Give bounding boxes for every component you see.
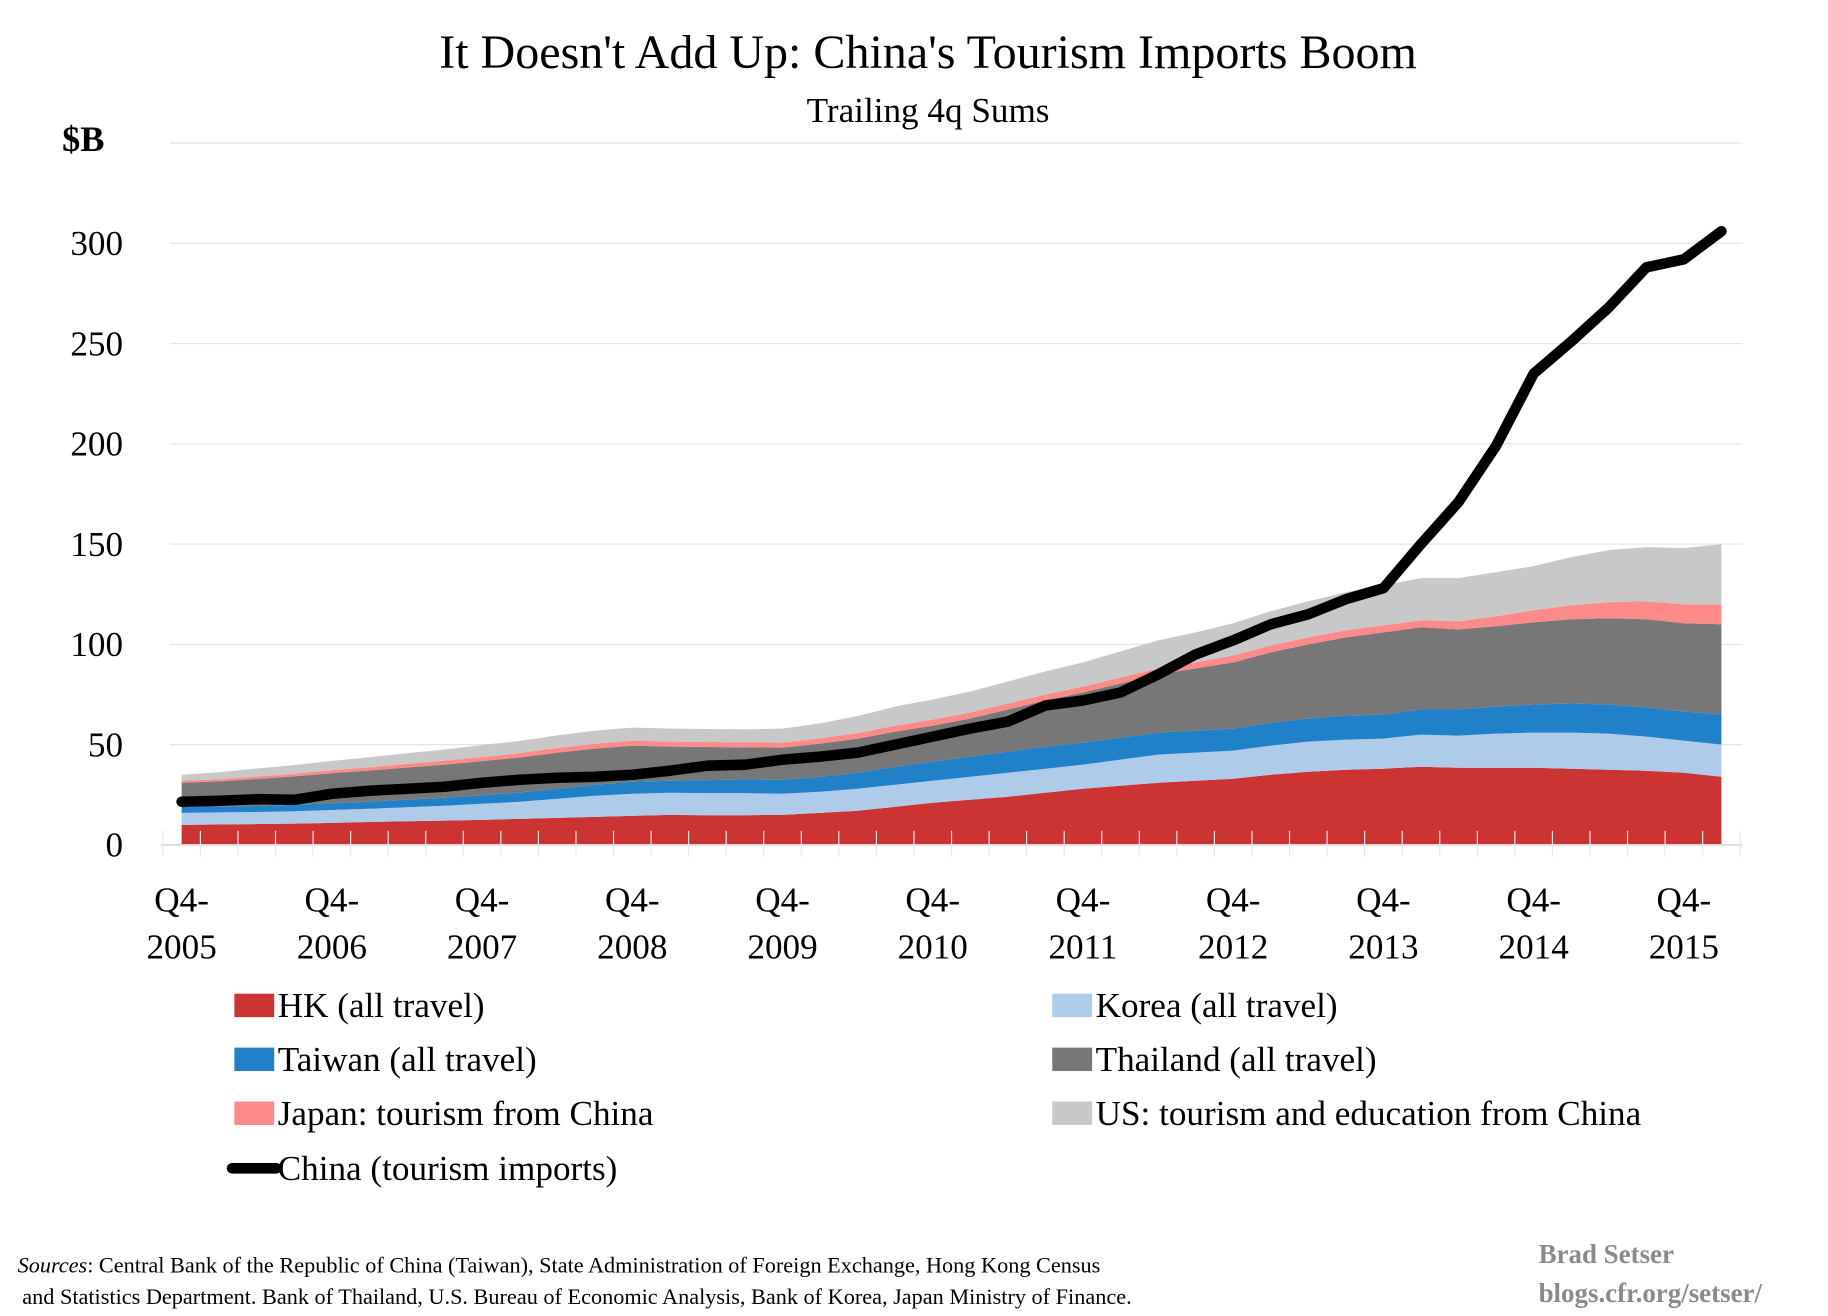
x-tick-label-quarter: Q4-	[755, 881, 810, 920]
author-credit: Brad Setser	[1539, 1239, 1674, 1269]
y-tick-label: 0	[105, 826, 123, 865]
y-tick-label: 50	[88, 725, 123, 764]
sources-line-1: Sources: Central Bank of the Republic of…	[18, 1253, 1101, 1278]
legend-label-japan: Japan: tourism from China	[278, 1094, 654, 1133]
x-tick-label-year: 2005	[146, 928, 216, 967]
legend-label-thailand: Thailand (all travel)	[1096, 1040, 1377, 1079]
x-tick-label-year: 2008	[597, 928, 667, 967]
y-tick-label: 200	[70, 425, 123, 464]
line-china-tourism-imports	[176, 225, 1727, 808]
y-tick-label: 250	[70, 324, 123, 363]
chart-title: It Doesn't Add Up: China's Tourism Impor…	[439, 26, 1417, 79]
stacked-areas	[181, 544, 1722, 845]
x-tick-label-quarter: Q4-	[1356, 881, 1411, 920]
legend-swatch-taiwan	[234, 1047, 275, 1072]
site-credit: blogs.cfr.org/setser/	[1539, 1278, 1763, 1308]
legend-label-china: China (tourism imports)	[278, 1149, 618, 1188]
gridlines	[169, 142, 1743, 746]
x-tick-label-quarter: Q4-	[1206, 881, 1261, 920]
legend-label-hk: HK (all travel)	[278, 986, 485, 1025]
x-tick-label-quarter: Q4-	[905, 881, 960, 920]
y-axis-tick-labels: 0 50 100 150 200 250 300	[70, 224, 123, 865]
x-tick-label-year: 2013	[1348, 928, 1418, 967]
legend-swatch-japan	[234, 1101, 275, 1125]
area-japan	[181, 601, 1722, 783]
x-axis-tick-labels: Q4- 2005 Q4- 2006 Q4- 2007 Q4- 2008 Q4- 2009 Q4- 20…	[146, 881, 1719, 967]
chart-subtitle: Trailing 4q Sums	[807, 91, 1050, 130]
y-axis-label: $B	[62, 119, 104, 159]
x-tick-label-year: 2015	[1649, 928, 1719, 967]
x-tick-label-quarter: Q4-	[305, 881, 360, 920]
legend-label-korea: Korea (all travel)	[1096, 986, 1338, 1025]
y-tick-label: 300	[70, 224, 123, 263]
x-tick-label-quarter: Q4-	[455, 881, 510, 920]
legend-label-taiwan: Taiwan (all travel)	[278, 1040, 537, 1079]
x-tick-label-year: 2011	[1048, 928, 1117, 967]
x-tick-label-quarter: Q4-	[1506, 881, 1561, 920]
area-thailand	[181, 618, 1722, 807]
x-tick-label-quarter: Q4-	[1056, 881, 1111, 920]
sources-text-1: : Central Bank of the Republic of China …	[87, 1253, 1100, 1278]
x-tick-label-year: 2009	[747, 928, 817, 967]
x-tick-label-year: 2007	[447, 928, 517, 967]
area-taiwan	[181, 703, 1722, 813]
y-tick-label: 100	[70, 625, 123, 664]
legend-swatch-korea	[1052, 993, 1093, 1018]
x-tick-label-quarter: Q4-	[605, 881, 660, 920]
x-axis-ticks	[160, 830, 1743, 857]
area-korea	[181, 732, 1722, 825]
x-tick-label-year: 2012	[1198, 928, 1268, 967]
sources-label: Sources	[18, 1253, 88, 1278]
legend-swatch-hk	[234, 993, 275, 1018]
legend-swatch-thailand	[1052, 1047, 1093, 1072]
x-tick-label-quarter: Q4-	[1657, 881, 1712, 920]
area-hk	[181, 766, 1722, 845]
china-line-layer	[176, 225, 1727, 808]
x-tick-label-quarter: Q4-	[154, 881, 209, 920]
legend-swatch-us	[1052, 1101, 1093, 1125]
x-tick-label-year: 2014	[1499, 928, 1570, 967]
legend-label-us: US: tourism and education from China	[1096, 1094, 1642, 1133]
legend: HK (all travel) Korea (all travel) Taiwa…	[226, 986, 1642, 1188]
x-tick-label-year: 2010	[898, 928, 968, 967]
sources-line-2: and Statistics Department. Bank of Thail…	[22, 1284, 1131, 1309]
x-tick-label-year: 2006	[297, 928, 367, 967]
y-tick-label: 150	[70, 525, 123, 564]
